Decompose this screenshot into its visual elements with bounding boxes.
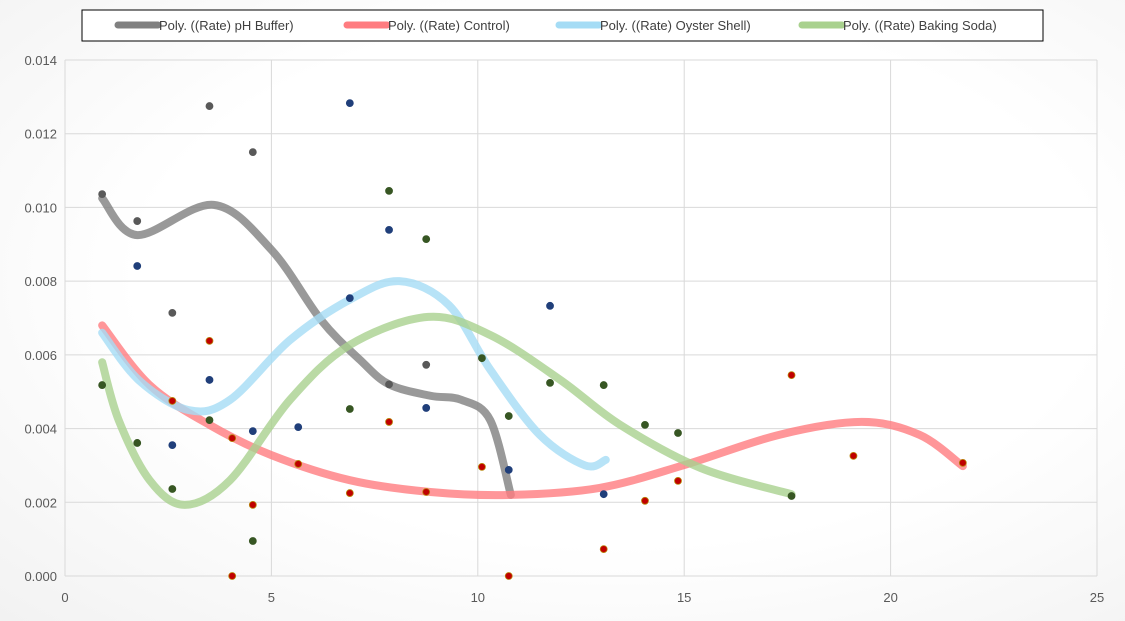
y-tick-label: 0.000 — [24, 569, 57, 584]
point-control — [599, 545, 608, 553]
data-points — [98, 99, 967, 580]
point-ph_buffer — [385, 380, 393, 389]
point-baking_soda — [205, 416, 214, 424]
point-oyster_shell — [248, 427, 257, 436]
point-ph_buffer — [98, 190, 107, 199]
x-tick-label: 15 — [677, 590, 691, 605]
y-tick-label: 0.010 — [24, 200, 57, 215]
point-control — [385, 418, 393, 426]
trendline-oyster_shell — [98, 277, 610, 471]
point-control — [478, 463, 486, 471]
legend-item-control: Poly. ((Rate) Control) — [343, 18, 510, 33]
legend-label: Poly. ((Rate) Baking Soda) — [843, 18, 997, 33]
x-tick-label: 10 — [471, 590, 485, 605]
legend-label: Poly. ((Rate) pH Buffer) — [159, 18, 294, 33]
point-control — [294, 460, 303, 468]
point-control — [958, 458, 967, 467]
point-oyster_shell — [345, 294, 354, 302]
y-axis-ticks: 0.000 0.002 0.004 0.006 0.008 0.010 0.012 0.014 — [24, 53, 57, 584]
y-tick-label: 0.014 — [24, 53, 57, 68]
legend-item-ph-buffer: Poly. ((Rate) pH Buffer) — [114, 18, 294, 33]
point-ph_buffer — [133, 217, 142, 225]
point-control — [674, 477, 682, 485]
gridlines — [64, 59, 1098, 577]
point-baking_soda — [248, 537, 257, 545]
trendline-control — [98, 321, 967, 500]
point-oyster_shell — [599, 490, 608, 499]
point-control — [168, 397, 177, 405]
point-oyster_shell — [205, 376, 214, 384]
point-baking_soda — [504, 412, 513, 420]
point-oyster_shell — [133, 262, 142, 270]
x-tick-label: 25 — [1090, 590, 1104, 605]
x-axis-ticks: 0 5 10 15 20 25 — [61, 590, 1104, 605]
point-baking_soda — [98, 381, 107, 389]
legend-label: Poly. ((Rate) Oyster Shell) — [600, 18, 751, 33]
point-baking_soda — [641, 420, 649, 429]
trendline-baking_soda — [98, 312, 796, 509]
point-oyster_shell — [385, 226, 393, 234]
point-oyster_shell — [546, 301, 554, 310]
point-control — [504, 572, 513, 580]
point-ph_buffer — [205, 102, 214, 110]
point-control — [205, 336, 214, 345]
point-control — [787, 371, 796, 380]
point-control — [248, 500, 257, 509]
point-baking_soda — [385, 186, 393, 195]
y-tick-label: 0.012 — [24, 127, 57, 142]
point-control — [345, 489, 354, 497]
point-baking_soda — [674, 429, 682, 437]
point-baking_soda — [133, 439, 142, 447]
point-control — [641, 496, 649, 505]
y-tick-label: 0.002 — [24, 495, 57, 510]
point-oyster_shell — [504, 465, 513, 474]
legend: Poly. ((Rate) pH Buffer) Poly. ((Rate) C… — [81, 9, 1044, 42]
point-control — [849, 451, 858, 460]
trendlines — [98, 194, 967, 509]
point-control — [228, 434, 237, 443]
point-baking_soda — [787, 492, 796, 500]
point-baking_soda — [168, 485, 177, 493]
point-control — [422, 488, 431, 496]
point-ph_buffer — [248, 148, 257, 157]
y-tick-label: 0.004 — [24, 422, 57, 437]
point-baking_soda — [478, 354, 486, 363]
x-tick-label: 20 — [883, 590, 897, 605]
x-tick-label: 5 — [268, 590, 275, 605]
y-tick-label: 0.008 — [24, 274, 57, 289]
point-oyster_shell — [168, 441, 177, 450]
point-baking_soda — [546, 378, 554, 387]
point-oyster_shell — [422, 404, 431, 412]
point-baking_soda — [422, 235, 431, 244]
legend-item-baking-soda: Poly. ((Rate) Baking Soda) — [798, 18, 997, 33]
point-baking_soda — [599, 381, 608, 389]
point-baking_soda — [345, 405, 354, 413]
point-ph_buffer — [168, 308, 177, 317]
x-tick-label: 0 — [61, 590, 68, 605]
point-control — [228, 572, 237, 580]
y-tick-label: 0.006 — [24, 348, 57, 363]
point-ph_buffer — [422, 360, 431, 369]
point-oyster_shell — [294, 423, 303, 431]
point-oyster_shell — [345, 99, 354, 108]
trendline-ph_buffer — [98, 194, 515, 499]
legend-item-oyster-shell: Poly. ((Rate) Oyster Shell) — [555, 18, 751, 33]
legend-label: Poly. ((Rate) Control) — [388, 18, 510, 33]
